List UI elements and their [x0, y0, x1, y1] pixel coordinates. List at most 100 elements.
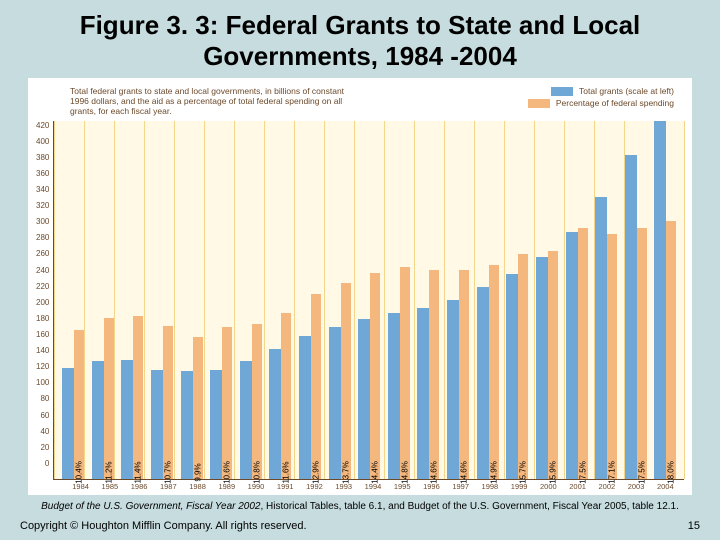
bar-group: 13.7% — [325, 121, 355, 479]
bar-group: 14.8% — [384, 121, 414, 479]
bar-total-grants — [477, 287, 489, 479]
bar-total-grants — [181, 371, 193, 479]
bar-group: 9.9% — [177, 121, 207, 479]
x-tick: 1988 — [183, 480, 212, 491]
bar-total-grants — [210, 370, 222, 479]
legend-swatch-orange — [528, 99, 550, 108]
bar-group: 15.7% — [503, 121, 533, 479]
y-tick: 340 — [36, 185, 49, 194]
y-tick: 140 — [36, 346, 49, 355]
legend-label-orange: Percentage of federal spending — [556, 98, 674, 108]
bar-percent-spending: 9.9% — [193, 337, 203, 479]
y-tick: 260 — [36, 249, 49, 258]
bar-percent-label: 17.5% — [637, 461, 646, 484]
bar-group: 11.2% — [88, 121, 118, 479]
bar-total-grants — [269, 349, 281, 479]
bar-total-grants — [595, 197, 607, 479]
bar-total-grants — [329, 327, 341, 479]
slide: Figure 3. 3: Federal Grants to State and… — [0, 0, 720, 540]
bar-group: 10.4% — [58, 121, 88, 479]
bar-percent-spending: 11.6% — [281, 313, 291, 479]
bar-percent-label: 9.9% — [193, 463, 202, 481]
bar-group: 10.8% — [236, 121, 266, 479]
y-tick: 60 — [40, 411, 49, 420]
bar-percent-spending: 10.4% — [74, 330, 84, 479]
source-citation: Budget of the U.S. Government, Fiscal Ye… — [0, 495, 720, 516]
y-tick: 160 — [36, 330, 49, 339]
source-rest: , Historical Tables, table 6.1, and Budg… — [260, 501, 678, 512]
legend: Total grants (scale at left) Percentage … — [528, 86, 674, 110]
bar-group: 14.6% — [443, 121, 473, 479]
bar-total-grants — [506, 274, 518, 479]
footer: Copyright © Houghton Mifflin Company. Al… — [0, 516, 720, 540]
bar-group: 10.6% — [206, 121, 236, 479]
y-tick: 100 — [36, 378, 49, 387]
bars-container: 10.4% 11.2% 11.4% 10.7% 9.9% 10.6% 10.8% 11.6% 1… — [54, 121, 684, 479]
bar-total-grants — [654, 121, 666, 479]
bar-percent-label: 14.8% — [400, 461, 409, 484]
bar-percent-label: 10.4% — [75, 461, 84, 484]
bar-group: 17.5% — [562, 121, 592, 479]
bar-percent-label: 11.4% — [134, 461, 143, 483]
bar-percent-spending: 15.9% — [548, 251, 558, 479]
bar-percent-spending: 14.6% — [429, 270, 439, 479]
bar-percent-spending: 10.8% — [252, 324, 262, 479]
y-tick: 20 — [40, 443, 49, 452]
bar-percent-label: 12.9% — [312, 461, 321, 484]
bar-percent-spending: 17.1% — [607, 234, 617, 479]
bar-group: 15.9% — [532, 121, 562, 479]
bar-percent-label: 13.7% — [341, 461, 350, 484]
bar-total-grants — [536, 257, 548, 479]
bar-total-grants — [299, 336, 311, 479]
bar-total-grants — [566, 232, 578, 479]
bar-group: 17.1% — [591, 121, 621, 479]
y-tick: 280 — [36, 233, 49, 242]
bar-group: 17.5% — [621, 121, 651, 479]
bar-total-grants — [240, 361, 252, 479]
y-tick: 300 — [36, 217, 49, 226]
y-tick: 420 — [36, 121, 49, 130]
bar-percent-label: 14.4% — [371, 461, 380, 484]
bar-group: 11.6% — [266, 121, 296, 479]
bar-percent-spending: 11.2% — [104, 318, 114, 479]
bar-percent-spending: 11.4% — [133, 316, 143, 479]
bar-percent-spending: 14.8% — [400, 267, 410, 479]
legend-item-percent: Percentage of federal spending — [528, 98, 674, 108]
bar-percent-label: 11.6% — [282, 461, 291, 483]
bar-percent-label: 10.6% — [223, 461, 232, 484]
bar-percent-label: 11.2% — [104, 461, 113, 483]
source-italic: Budget of the U.S. Government, Fiscal Ye… — [41, 501, 260, 512]
bar-percent-spending: 14.4% — [370, 273, 380, 479]
bar-percent-spending: 10.6% — [222, 327, 232, 479]
y-tick: 220 — [36, 282, 49, 291]
bar-total-grants — [151, 370, 163, 479]
bar-percent-label: 14.9% — [489, 461, 498, 484]
y-tick: 240 — [36, 266, 49, 275]
bar-percent-label: 18.0% — [667, 461, 676, 484]
x-tick: 2004 — [651, 480, 680, 491]
y-tick: 320 — [36, 201, 49, 210]
y-tick: 120 — [36, 362, 49, 371]
y-tick: 380 — [36, 153, 49, 162]
bar-percent-spending: 17.5% — [578, 228, 588, 479]
y-tick: 180 — [36, 314, 49, 323]
legend-item-grants: Total grants (scale at left) — [528, 86, 674, 96]
bar-percent-spending: 15.7% — [518, 254, 528, 479]
bar-total-grants — [62, 368, 74, 479]
bar-percent-label: 17.5% — [578, 461, 587, 484]
bar-total-grants — [92, 361, 104, 479]
bar-percent-spending: 18.0% — [666, 221, 676, 479]
page-title: Figure 3. 3: Federal Grants to State and… — [0, 0, 720, 78]
bar-group: 11.4% — [118, 121, 148, 479]
page-number: 15 — [688, 520, 700, 532]
bar-percent-spending: 17.5% — [637, 228, 647, 479]
chart-container: Total federal grants to state and local … — [28, 78, 692, 495]
bar-percent-label: 14.6% — [430, 461, 439, 484]
bar-group: 10.7% — [147, 121, 177, 479]
bar-total-grants — [625, 155, 637, 479]
gridline — [684, 121, 685, 479]
bar-total-grants — [388, 313, 400, 479]
legend-swatch-blue — [551, 87, 573, 96]
bar-percent-spending: 10.7% — [163, 326, 173, 479]
bar-total-grants — [121, 360, 133, 479]
